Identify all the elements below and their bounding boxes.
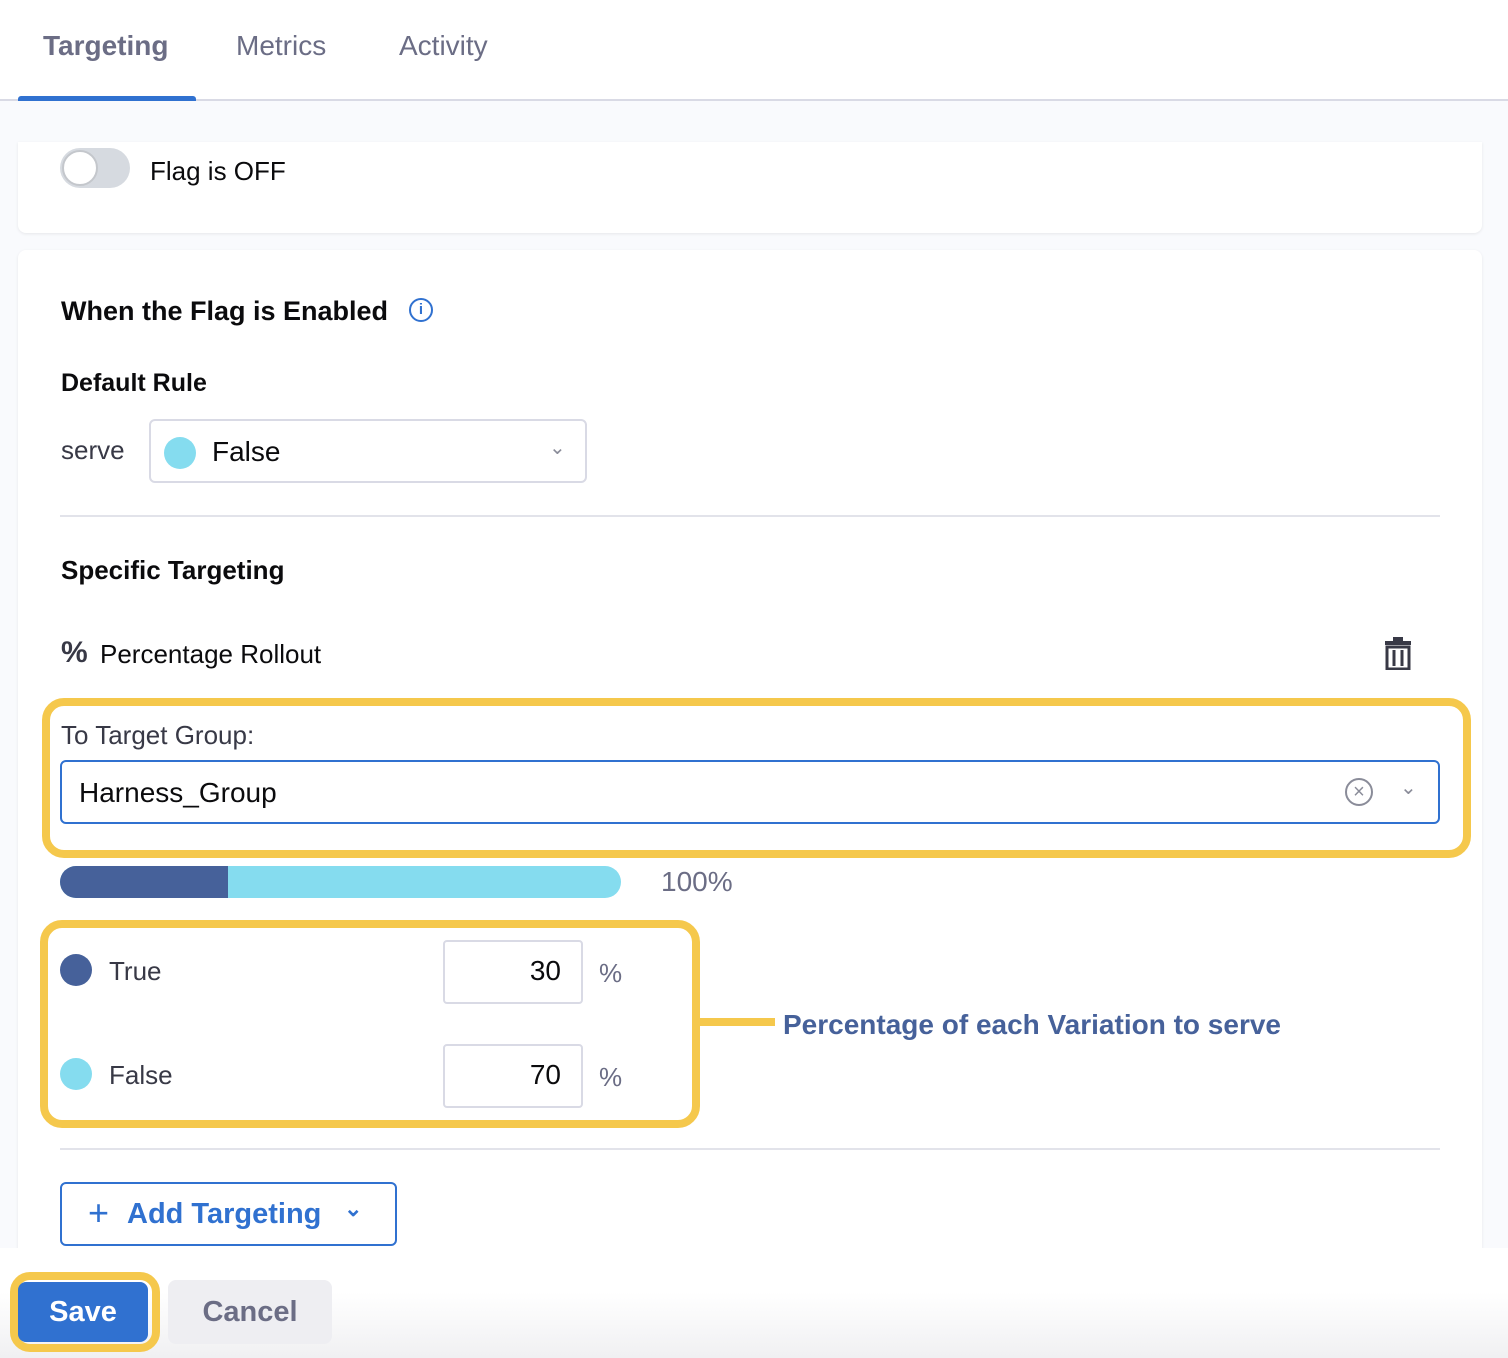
false-color-dot — [60, 1058, 92, 1090]
target-group-label: To Target Group: — [61, 720, 255, 750]
variation-true-label: True — [109, 956, 162, 986]
chevron-down-icon: ⌄ — [549, 437, 566, 459]
divider — [60, 515, 1440, 517]
clear-icon[interactable]: × — [1345, 778, 1373, 806]
chevron-down-icon: ⌄ — [344, 1196, 363, 1221]
percent-unit: % — [599, 1062, 623, 1092]
info-icon[interactable]: i — [409, 298, 433, 322]
annotation-text: Percentage of each Variation to serve — [783, 1009, 1281, 1040]
tab-targeting[interactable]: Targeting — [43, 30, 169, 61]
target-group-value: Harness_Group — [79, 777, 277, 808]
target-group-select[interactable]: Harness_Group × ⌄ — [60, 760, 1440, 824]
target-group-highlight — [42, 698, 1471, 858]
serve-select[interactable]: False ⌄ — [149, 419, 587, 483]
variation-false-input[interactable]: 70 — [443, 1044, 583, 1108]
default-rule-label: Default Rule — [61, 369, 207, 397]
save-button[interactable]: Save — [18, 1282, 148, 1342]
flag-toggle[interactable] — [60, 148, 130, 188]
save-highlight — [10, 1272, 160, 1352]
distribution-bar-true — [60, 866, 229, 898]
variations-highlight — [40, 920, 700, 1128]
variation-true-input[interactable]: 30 — [443, 940, 583, 1004]
tab-metrics[interactable]: Metrics — [236, 30, 327, 61]
add-targeting-button[interactable]: + Add Targeting ⌄ — [60, 1182, 397, 1246]
cancel-button[interactable]: Cancel — [168, 1280, 332, 1344]
specific-targeting-title: Specific Targeting — [61, 555, 285, 585]
tab-bar: Targeting Metrics Activity — [0, 0, 1508, 101]
variation-color-dot — [164, 437, 196, 469]
toggle-knob — [62, 150, 98, 186]
trash-icon[interactable] — [1383, 636, 1413, 670]
variation-false-label: False — [109, 1060, 173, 1090]
annotation-connector — [700, 1018, 775, 1026]
percent-unit: % — [599, 958, 623, 988]
section-title: When the Flag is Enabled — [61, 296, 389, 326]
serve-label: serve — [61, 435, 125, 465]
add-targeting-label: Add Targeting — [127, 1198, 322, 1230]
total-percentage: 100% — [661, 866, 733, 897]
plus-icon: + — [88, 1192, 110, 1233]
percent-icon: % — [61, 636, 88, 669]
distribution-bar — [60, 866, 621, 898]
divider — [60, 1148, 1440, 1150]
tab-activity[interactable]: Activity — [399, 30, 488, 61]
chevron-down-icon[interactable]: ⌄ — [1400, 777, 1417, 799]
active-tab-indicator — [18, 96, 196, 101]
rollout-label: Percentage Rollout — [100, 639, 322, 669]
true-color-dot — [60, 954, 92, 986]
flag-status-card — [18, 142, 1482, 233]
flag-status-label: Flag is OFF — [150, 156, 286, 186]
serve-value: False — [212, 436, 281, 467]
targeting-card — [18, 250, 1482, 1260]
